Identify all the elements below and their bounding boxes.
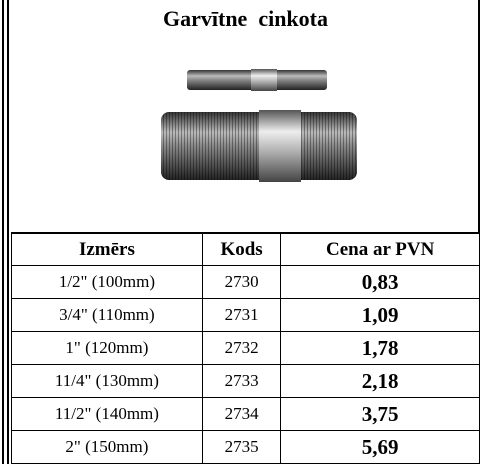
price: 0,83 [281, 266, 480, 299]
price: 2,18 [281, 365, 480, 398]
header-box: Garvītne cinkota [11, 0, 480, 232]
price: 1,09 [281, 299, 480, 332]
size: 3/4" (110mm) [12, 299, 203, 332]
code: 2733 [202, 365, 281, 398]
size: 1/2" (100mm) [12, 266, 203, 299]
border [2, 0, 4, 464]
price: 1,78 [281, 332, 480, 365]
product-image [151, 60, 361, 220]
code: 2731 [202, 299, 281, 332]
size: 11/2" (140mm) [12, 398, 203, 431]
code: 2730 [202, 266, 281, 299]
column-header: Kods [202, 233, 281, 266]
price: 3,75 [281, 398, 480, 431]
code: 2735 [202, 431, 281, 464]
code: 2732 [202, 332, 281, 365]
price: 5,69 [281, 431, 480, 464]
code: 2734 [202, 398, 281, 431]
page: Garvītne cinkota Izmē [0, 0, 482, 464]
size: 1" (120mm) [12, 332, 203, 365]
column-header: Cena ar PVN [281, 233, 480, 266]
size: 2" (150mm) [12, 431, 203, 464]
column-header: Izmērs [12, 233, 203, 266]
size: 11/4" (130mm) [12, 365, 203, 398]
border [7, 0, 9, 464]
title: Garvītne cinkota [11, 6, 480, 32]
